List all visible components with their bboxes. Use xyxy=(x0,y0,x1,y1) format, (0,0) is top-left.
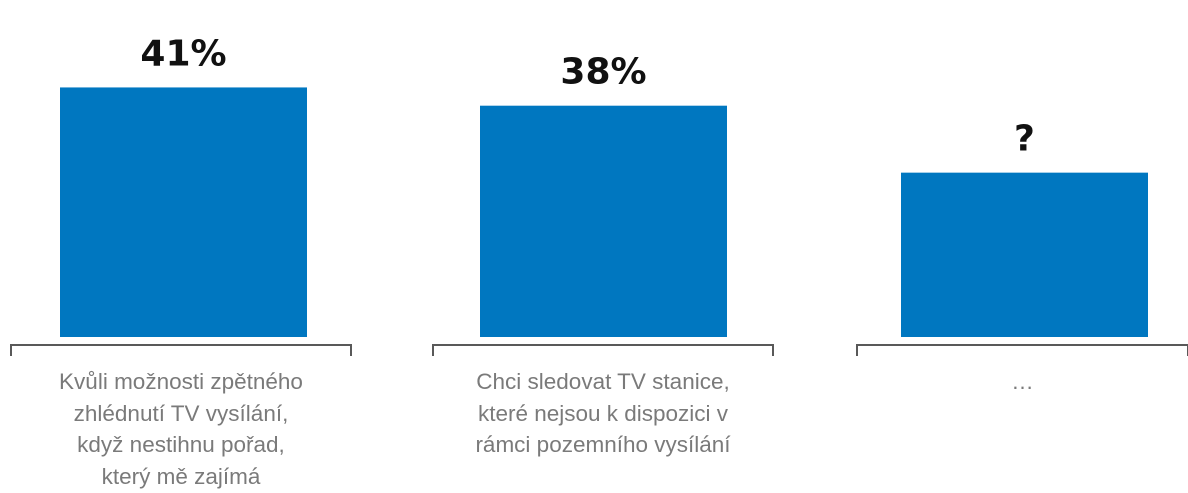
bar-1 xyxy=(60,87,307,337)
category-bracket-1 xyxy=(10,344,352,356)
bars xyxy=(60,87,1148,338)
category-brackets xyxy=(10,344,1188,356)
value-labels: 41% 38%? xyxy=(140,33,1035,159)
bar-3 xyxy=(901,172,1148,337)
category-label-1: Kvůli možnosti zpětného zhlédnutí TV vys… xyxy=(59,369,303,489)
bar-value-label-3: ? xyxy=(1014,119,1035,160)
bar-2 xyxy=(480,105,727,338)
bar-value-label-2: 38% xyxy=(560,52,646,93)
category-label-2: Chci sledovat TV stanice, které nejsou k… xyxy=(475,369,731,457)
category-bracket-2 xyxy=(432,344,774,356)
category-label-3: … xyxy=(1011,369,1034,394)
bar-value-label-1: 41% xyxy=(140,33,226,74)
category-bracket-3 xyxy=(856,344,1188,356)
